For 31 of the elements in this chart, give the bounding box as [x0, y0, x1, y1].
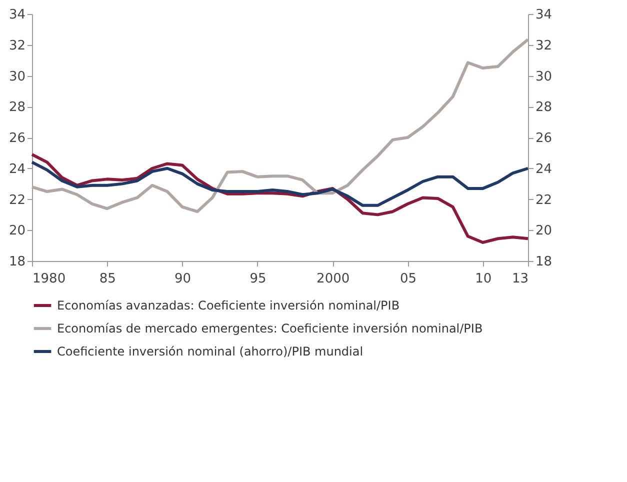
x-tick-label: 2000 — [316, 272, 350, 286]
legend-label: Economías de mercado emergentes: Coeficiente inversión nominal/PIB — [57, 322, 483, 336]
y-tick-label: 24 — [8, 162, 26, 177]
y2-tick-label: 24 — [536, 162, 552, 177]
y-tick-label: 30 — [8, 69, 26, 84]
y-tick-label: 18 — [8, 254, 26, 270]
y-tick-label: 28 — [8, 100, 26, 116]
x-tick-label: 13 — [512, 272, 528, 286]
x-tick-label: 10 — [475, 272, 492, 286]
legend-label: Economías avanzadas: Coeficiente inversión nominal/PIB — [57, 298, 400, 312]
x-tick-label: 85 — [99, 272, 116, 286]
y-tick-label: 34 — [8, 8, 26, 22]
y-tick-label: 20 — [8, 224, 26, 239]
y2-tick-label: 30 — [536, 69, 552, 84]
line-series — [30, 38, 530, 214]
x-tick-label: 95 — [250, 272, 266, 286]
x-tick-label: 1980 — [32, 272, 66, 286]
line-series — [30, 160, 530, 207]
legend-label: Coeficiente inversión nominal (ahorro)/PIB mundial — [57, 344, 364, 358]
x-tick-label: 90 — [174, 272, 192, 286]
y2-tick-label: 34 — [536, 8, 552, 22]
y2-tick-label: 18 — [536, 254, 552, 270]
y2-tick-label: 20 — [536, 224, 552, 239]
y-tick-label: 26 — [8, 131, 26, 146]
y-tick-label: 32 — [8, 38, 26, 54]
y2-tick-label: 26 — [536, 131, 552, 146]
y-tick-label: 22 — [8, 192, 26, 208]
y2-tick-label: 32 — [536, 38, 552, 54]
y2-tick-label: 22 — [536, 192, 552, 208]
y2-tick-label: 28 — [536, 100, 552, 116]
x-tick-label: 05 — [400, 272, 417, 286]
